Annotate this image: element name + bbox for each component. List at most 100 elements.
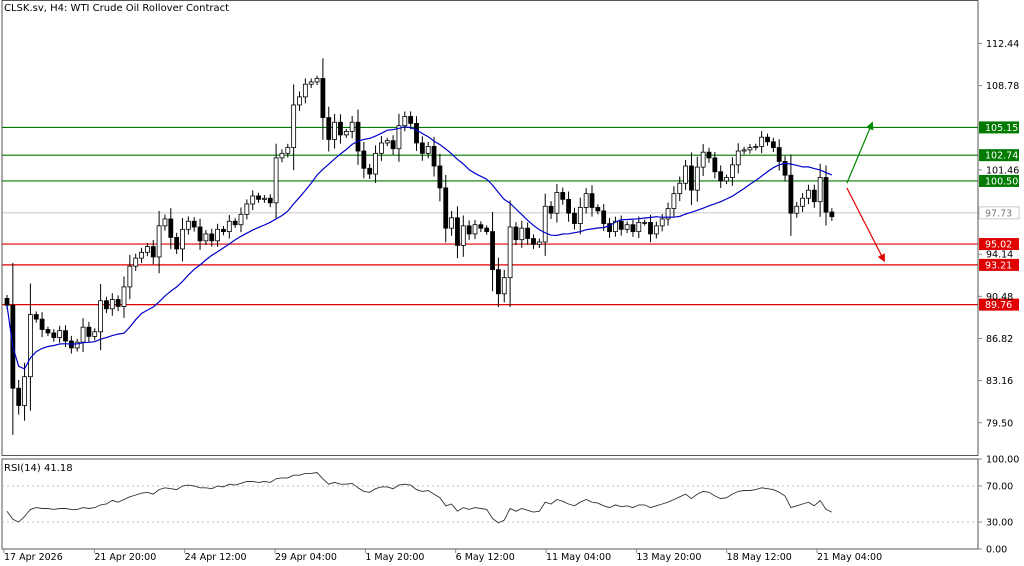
price-axis: 112.44 108.78 101.46 94.14 90.48 86.82 83.16 79…	[978, 39, 1019, 429]
candle-body	[361, 150, 367, 169]
candle-body	[419, 142, 425, 154]
horizontal-levels-layer[interactable]: 105.15 102.74 100.50 95.02 93.21 89.76 97.73	[2, 121, 1020, 311]
candle-body	[273, 157, 279, 204]
rsi-tick-label: 0.00	[986, 545, 1007, 556]
candle-body	[244, 203, 250, 215]
time-axis: 17 Apr 2026 21 Apr 20:00 24 Apr 12:00 29 Ap…	[3, 549, 882, 563]
candle-body	[794, 205, 800, 214]
candle-body	[332, 121, 338, 140]
candle-body	[256, 195, 261, 200]
level-price-tag	[979, 174, 1019, 187]
candle-body	[542, 205, 548, 243]
candle-body	[689, 165, 694, 191]
rsi-tick-label: 30.00	[986, 518, 1013, 529]
candle-body	[531, 238, 536, 245]
candle-body	[589, 193, 595, 208]
candle-body	[694, 166, 700, 191]
candle-body	[513, 226, 519, 241]
candle-body	[519, 227, 525, 241]
candle-body	[326, 117, 332, 140]
candle-body	[624, 224, 630, 230]
rsi-line	[6, 472, 832, 524]
candle-body	[168, 218, 174, 238]
candle-body	[27, 314, 33, 378]
candle-body	[127, 265, 133, 288]
candle-body	[4, 298, 10, 306]
candle-body	[180, 228, 185, 250]
candle-body	[349, 121, 355, 132]
candle-body	[139, 251, 144, 259]
candlesticks-layer	[4, 58, 835, 435]
down-trend-arrow[interactable]	[846, 187, 885, 263]
candle-body	[572, 212, 577, 224]
candle-body	[191, 220, 197, 228]
candle-body	[121, 286, 127, 307]
candle-body	[221, 228, 226, 233]
time-tick-label: 21 May 04:00	[817, 552, 882, 563]
time-tick-label: 29 Apr 04:00	[275, 552, 337, 563]
chart-frame	[1, 0, 979, 550]
candle-body	[782, 160, 788, 176]
candle-body	[495, 269, 501, 295]
candle-body	[466, 225, 472, 235]
candle-body	[712, 157, 718, 173]
candle-body	[437, 165, 443, 189]
candle-body	[98, 300, 103, 333]
price-tick-label: 79.50	[986, 418, 1013, 429]
candle-body	[659, 218, 665, 227]
candle-body	[203, 233, 209, 242]
candle-body	[507, 226, 513, 279]
up-trend-arrow[interactable]	[846, 121, 874, 184]
candle-body	[525, 227, 531, 239]
candle-body	[718, 171, 724, 182]
time-tick-label: 6 May 12:00	[456, 552, 515, 563]
price-tick-label: 112.44	[986, 39, 1019, 50]
candle-body	[390, 140, 396, 150]
candle-body	[197, 226, 203, 242]
time-tick-label: 24 Apr 12:00	[185, 552, 247, 563]
candle-body	[414, 122, 419, 144]
candle-body	[770, 141, 776, 148]
candle-body	[823, 177, 829, 213]
level-price-label: 100.50	[985, 176, 1018, 187]
candle-body	[104, 300, 109, 310]
candle-body	[601, 210, 607, 224]
time-tick-label: 1 May 20:00	[365, 552, 424, 563]
trend-arrows-layer[interactable]	[846, 121, 885, 263]
price-tick-label: 94.14	[986, 250, 1013, 261]
candle-body	[408, 116, 414, 124]
price-tick-label: 86.82	[986, 334, 1013, 345]
candle-body	[554, 192, 560, 214]
level-price-label: 105.15	[985, 123, 1018, 134]
rsi-tick-label: 70.00	[986, 482, 1013, 493]
candle-body	[144, 246, 150, 253]
moving-average-line	[6, 126, 833, 370]
candle-body	[613, 220, 618, 233]
candle-body	[665, 208, 671, 220]
candle-body	[33, 314, 39, 320]
candle-body	[109, 299, 115, 310]
candle-body	[367, 167, 373, 175]
candle-body	[730, 164, 735, 178]
candle-body	[238, 213, 244, 226]
candle-body	[618, 220, 624, 230]
candle-body	[759, 136, 765, 147]
candle-body	[39, 318, 45, 330]
candle-body	[460, 225, 466, 246]
chart-title: CLSK.sv, H4: WTI Crude Oil Rollover Cont…	[4, 3, 230, 14]
candle-body	[741, 149, 747, 152]
candle-body	[583, 193, 589, 208]
level-price-label: 89.76	[985, 300, 1012, 311]
candle-body	[261, 197, 267, 200]
candle-body	[811, 189, 817, 203]
time-tick-label: 17 Apr 2026	[4, 552, 63, 563]
candle-body	[115, 299, 121, 307]
candle-body	[566, 198, 571, 214]
rsi-tick-label: 100.00	[986, 455, 1019, 466]
candle-body	[86, 326, 92, 337]
candle-body	[683, 165, 688, 184]
candle-body	[51, 332, 57, 338]
candle-body	[355, 121, 361, 152]
candle-body	[724, 177, 729, 182]
candle-body	[162, 218, 168, 227]
